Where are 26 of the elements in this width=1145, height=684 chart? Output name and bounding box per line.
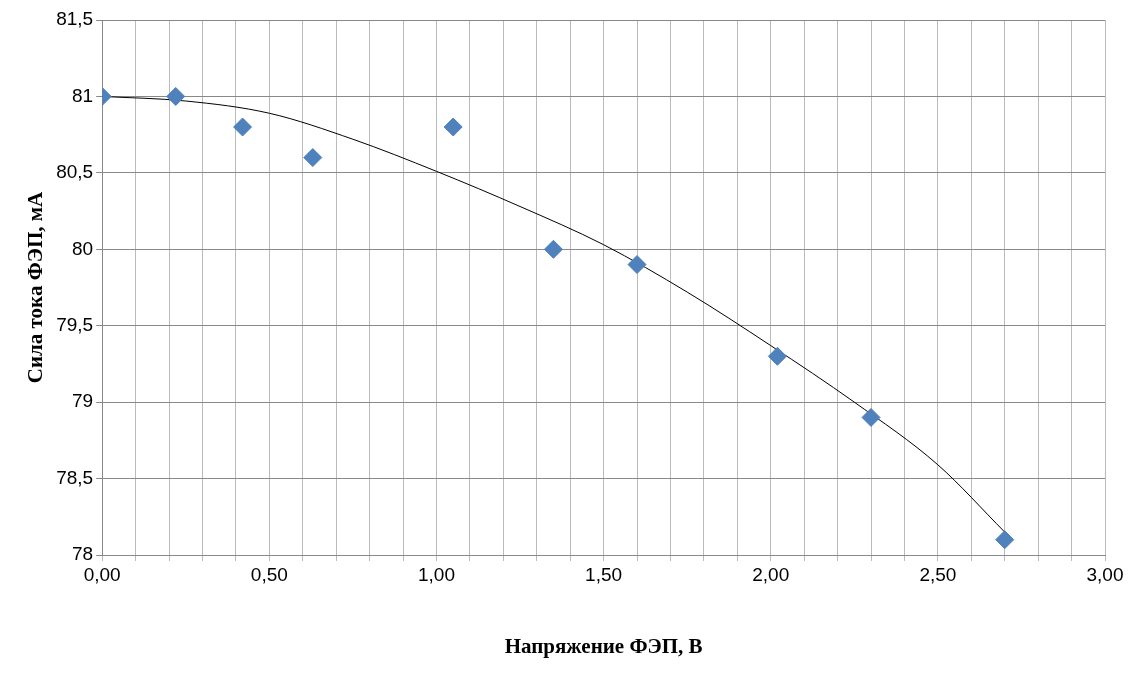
y-tick-label: 78 <box>72 543 94 565</box>
y-tick-label: 79 <box>72 390 94 412</box>
point <box>543 239 563 259</box>
point <box>443 117 463 137</box>
x-tick-label: 3,00 <box>1086 563 1124 585</box>
point <box>627 255 647 275</box>
x-tick-label: 1,50 <box>585 563 623 585</box>
y-tick-label: 81 <box>72 84 94 106</box>
x-tick-label: 2,00 <box>752 563 790 585</box>
x-tick-label: 0,50 <box>250 563 288 585</box>
point <box>233 117 253 137</box>
point <box>861 407 881 427</box>
y-axis-title: Сила тока ФЭП, мА <box>23 190 48 384</box>
point <box>303 148 323 168</box>
point <box>166 86 186 106</box>
x-tick-label: 0,00 <box>83 563 121 585</box>
point <box>767 346 787 366</box>
y-tick-label: 81,5 <box>56 8 94 30</box>
y-tick-label: 78,5 <box>56 466 94 488</box>
x-tick-label: 2,50 <box>919 563 957 585</box>
point <box>995 530 1015 550</box>
y-tick-label: 79,5 <box>56 313 94 335</box>
x-axis-title: Напряжение ФЭП, В <box>504 633 703 658</box>
x-tick-label: 1,00 <box>417 563 455 585</box>
y-tick-label: 80,5 <box>56 161 94 183</box>
y-tick-label: 80 <box>72 237 94 259</box>
